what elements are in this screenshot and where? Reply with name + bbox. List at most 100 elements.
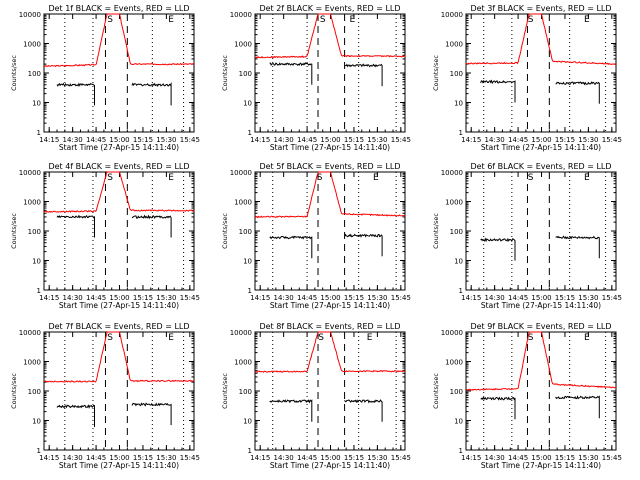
- series-red-line: [465, 331, 617, 391]
- series-red-line: [43, 331, 195, 383]
- x-tick-label: 15:15: [344, 294, 364, 302]
- x-tick-label: 14:45: [508, 294, 528, 302]
- y-tick-label: 100: [239, 228, 252, 236]
- y-tick-label: 1: [248, 287, 252, 295]
- panel-det-8: Det 8f BLACK = Events, RED = LLD 1 10 100 10…: [221, 322, 411, 470]
- x-tick-label: 14:45: [297, 136, 317, 144]
- x-axis-label: Start Time (27-Apr-15 14:11:40): [270, 143, 390, 152]
- series-black-line: [555, 235, 600, 259]
- series-black-line: [480, 396, 516, 420]
- marker-s: S: [107, 333, 113, 343]
- y-tick-label: 1000: [445, 41, 463, 49]
- plot-frame: [465, 13, 617, 133]
- panel-title: Det 3f BLACK = Events, RED = LLD: [470, 4, 611, 13]
- panel-det-2: Det 2f BLACK = Events, RED = LLD 1 10 100 10…: [221, 4, 411, 152]
- series-black-line: [555, 395, 600, 419]
- x-tick-label: 15:30: [156, 454, 176, 462]
- panel-det-6: Det 6f BLACK = Events, RED = LLD 1 10 100 10…: [432, 162, 622, 310]
- y-tick-label: 1000: [445, 359, 463, 367]
- x-tick-label: 15:30: [578, 136, 598, 144]
- panel-title: Det 6f BLACK = Events, RED = LLD: [470, 162, 611, 171]
- x-tick-label: 15:15: [555, 136, 575, 144]
- plot-frame: [254, 331, 406, 451]
- x-tick-label: 15:45: [180, 454, 200, 462]
- x-tick-label: 15:00: [320, 136, 340, 144]
- x-tick-label: 14:30: [63, 454, 83, 462]
- marker-e: E: [584, 173, 590, 183]
- x-axis-label: Start Time (27-Apr-15 14:11:40): [481, 301, 601, 310]
- x-tick-label: 14:45: [508, 136, 528, 144]
- y-tick-label: 10000: [19, 11, 41, 19]
- panel-title: Det 5f BLACK = Events, RED = LLD: [259, 162, 400, 171]
- panel-det-9: Det 9f BLACK = Events, RED = LLD 1 10 100 10…: [432, 322, 622, 470]
- x-tick-label: 15:30: [156, 294, 176, 302]
- x-tick-label: 14:30: [63, 294, 83, 302]
- marker-s: S: [107, 15, 113, 25]
- panel-det-7: Det 7f BLACK = Events, RED = LLD 1 10 100 10…: [10, 322, 200, 470]
- x-tick-label: 15:15: [555, 294, 575, 302]
- series-black-line: [269, 235, 313, 259]
- y-tick-label: 1000: [234, 199, 252, 207]
- y-tick-label: 1000: [234, 359, 252, 367]
- series-black-line: [344, 233, 383, 257]
- series-red-line: [43, 13, 195, 68]
- panel-title: Det 2f BLACK = Events, RED = LLD: [259, 4, 400, 13]
- x-tick-label: 15:00: [320, 454, 340, 462]
- y-tick-label: 1: [459, 447, 463, 455]
- y-tick-label: 10: [243, 418, 252, 426]
- y-tick-label: 1: [37, 287, 41, 295]
- x-tick-label: 15:00: [109, 136, 129, 144]
- x-tick-label: 14:30: [274, 294, 294, 302]
- y-tick-label: 1: [459, 287, 463, 295]
- marker-s: S: [317, 173, 323, 183]
- y-axis-label: Counts/sec: [221, 55, 229, 91]
- y-tick-label: 100: [28, 70, 41, 78]
- x-tick-label: 15:15: [555, 454, 575, 462]
- plot-frame: [43, 331, 195, 451]
- marker-s: S: [528, 15, 534, 25]
- series-red-line: [43, 171, 195, 213]
- panel-title: Det 8f BLACK = Events, RED = LLD: [259, 322, 400, 331]
- y-tick-label: 100: [450, 228, 463, 236]
- y-tick-label: 10: [32, 100, 41, 108]
- panel-det-3: Det 3f BLACK = Events, RED = LLD 1 10 100 10…: [432, 4, 622, 152]
- series-black-line: [480, 237, 516, 261]
- y-tick-label: 100: [450, 388, 463, 396]
- series-black-line: [56, 82, 95, 106]
- x-tick-label: 14:15: [39, 294, 59, 302]
- x-axis-label: Start Time (27-Apr-15 14:11:40): [270, 301, 390, 310]
- x-tick-label: 15:45: [391, 294, 411, 302]
- series-red-line: [254, 13, 406, 59]
- series-black-line: [56, 404, 95, 427]
- panel-det-1: Det 1f BLACK = Events, RED = LLD 1 10 100 10…: [10, 4, 200, 152]
- marker-e: E: [584, 15, 590, 25]
- marker-s: S: [107, 173, 113, 183]
- series-black-line: [555, 81, 600, 104]
- y-tick-label: 100: [28, 388, 41, 396]
- marker-e: E: [367, 333, 373, 343]
- x-tick-label: 15:30: [156, 136, 176, 144]
- y-tick-label: 100: [239, 388, 252, 396]
- y-tick-label: 1000: [23, 41, 41, 49]
- series-black-line: [480, 79, 516, 103]
- x-tick-label: 15:00: [320, 294, 340, 302]
- y-axis-label: Counts/sec: [432, 373, 440, 409]
- series-red-line: [254, 171, 406, 219]
- plot-frame: [254, 171, 406, 291]
- marker-e: E: [584, 333, 590, 343]
- series-black-line: [56, 214, 95, 238]
- panel-title: Det 9f BLACK = Events, RED = LLD: [470, 322, 611, 331]
- plot-frame: [465, 331, 617, 451]
- y-tick-label: 10: [243, 258, 252, 266]
- panel-title: Det 4f BLACK = Events, RED = LLD: [48, 162, 189, 171]
- x-tick-label: 15:00: [109, 294, 129, 302]
- y-axis-label: Counts/sec: [10, 213, 18, 249]
- x-tick-label: 14:15: [250, 454, 270, 462]
- x-tick-label: 14:15: [461, 294, 481, 302]
- y-tick-label: 10: [243, 100, 252, 108]
- x-axis-label: Start Time (27-Apr-15 14:11:40): [59, 301, 179, 310]
- series-black-line: [131, 214, 172, 238]
- y-tick-label: 1: [37, 447, 41, 455]
- x-tick-label: 14:45: [508, 454, 528, 462]
